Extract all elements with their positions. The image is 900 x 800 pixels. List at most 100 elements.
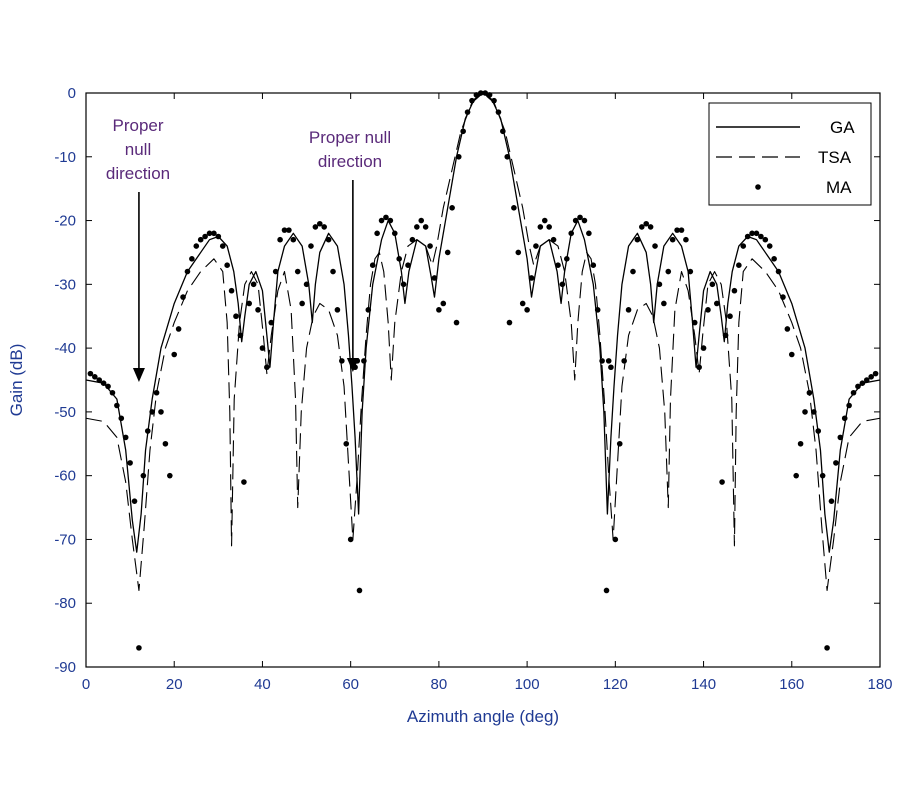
series-ma-point-22 — [184, 268, 191, 275]
series-ma-point-165 — [802, 409, 808, 415]
y-tick-label--50: -50 — [54, 404, 76, 421]
series-ma-point-20 — [175, 326, 182, 332]
series-ma-point-11 — [136, 645, 142, 651]
series-ma-point-124 — [621, 358, 627, 364]
series-ma-point-31 — [224, 262, 230, 269]
series-ma-point-139 — [687, 268, 694, 275]
series-ma-point-169 — [819, 472, 826, 479]
series-ma-point-1 — [92, 374, 98, 380]
series-ma-point-129 — [643, 220, 650, 227]
series-ma-point-101 — [524, 307, 530, 313]
series-ma-point-143 — [705, 307, 711, 313]
series-ma-point-147 — [722, 332, 729, 339]
y-tick-label--90: -90 — [54, 659, 76, 676]
series-ma-point-148 — [727, 313, 733, 320]
annotation-0-line-0: Proper — [112, 116, 163, 135]
series-ma-point-4 — [105, 383, 111, 390]
series-ma-point-59 — [347, 536, 354, 543]
series-ma-point-153 — [749, 230, 755, 237]
series-ma-point-86 — [460, 128, 466, 135]
series-ma-point-18 — [167, 472, 173, 479]
series-ma-point-8 — [122, 434, 129, 441]
series-ma-point-144 — [709, 281, 716, 288]
series-ma-point-156 — [762, 236, 769, 243]
series-ma-point-111 — [568, 230, 575, 237]
series-ma-point-90 — [477, 90, 484, 96]
series-ma-point-178 — [859, 380, 866, 386]
series-ma-point-106 — [546, 224, 552, 230]
series-ma-point-137 — [678, 227, 685, 233]
series-ma-point-103 — [533, 243, 539, 249]
series-ma-point-176 — [850, 389, 857, 396]
x-tick-label-140: 140 — [691, 676, 716, 693]
series-ma-point-79 — [431, 275, 438, 281]
series-ma-point-85 — [455, 153, 462, 160]
series-ma-point-67 — [378, 217, 385, 224]
series-ma-point-118 — [599, 358, 605, 364]
series-ma-point-0 — [87, 370, 94, 377]
y-axis: 0 -10 -20 -30 -40 -50 -60 -70 -80 -90 — [54, 85, 880, 676]
annotation-1-line-1: direction — [318, 152, 382, 171]
series-ma-point-97 — [506, 319, 513, 326]
series-ma-point-46 — [290, 236, 297, 243]
legend-label-ga: GA — [830, 118, 855, 137]
series-ma-point-65 — [369, 262, 376, 269]
series-ma-point-45 — [286, 227, 292, 233]
series-ma-point-180 — [868, 374, 874, 380]
series-ma-point-151 — [740, 243, 747, 249]
series-ma-point-37 — [250, 281, 257, 288]
series-ma-point-110 — [564, 256, 570, 262]
series-ma-point-42 — [272, 268, 279, 275]
series-ma-point-15 — [153, 389, 160, 396]
legend-label-ma: MA — [826, 178, 852, 197]
series-ma-point-62 — [356, 587, 363, 594]
annotation-1-arrow-head — [346, 358, 359, 372]
series-ma-point-94 — [495, 109, 502, 115]
series-ma-point-40 — [264, 364, 270, 371]
series-ma-point-6 — [114, 402, 120, 409]
x-tick-label-100: 100 — [515, 676, 540, 693]
series-ma-point-24 — [193, 243, 200, 249]
annotation-0-arrow-head — [132, 368, 145, 382]
series-ma-point-7 — [118, 415, 125, 422]
series-ma-point-80 — [436, 307, 442, 313]
series-ma-point-76 — [418, 217, 425, 224]
series-ma-point-160 — [780, 294, 786, 300]
series-ma-point-29 — [215, 233, 222, 240]
series-ma-point-52 — [316, 220, 323, 227]
series-ma-point-58 — [343, 440, 350, 447]
x-tick-label-160: 160 — [779, 676, 804, 693]
series-ma-point-25 — [197, 236, 204, 243]
series-ma-point-43 — [277, 236, 283, 243]
series-ma-point-32 — [228, 287, 235, 294]
series-ma-point-159 — [775, 268, 782, 275]
series-ma-point-39 — [259, 345, 266, 351]
series-ma-point-145 — [713, 300, 720, 307]
x-axis: 0 20 40 60 80 100 120 140 160 180 — [82, 93, 893, 693]
series-ma-point-27 — [206, 230, 213, 237]
series-ma-point-36 — [246, 300, 253, 307]
legend-label-tsa: TSA — [818, 148, 852, 167]
series-ma-point-35 — [241, 479, 247, 485]
series-ma-point-135 — [669, 236, 676, 243]
x-tick-label-60: 60 — [342, 676, 359, 693]
series-ma-point-81 — [440, 300, 447, 307]
legend-box — [708, 102, 872, 206]
series-ma-point-142 — [700, 345, 707, 351]
series-ma-point-173 — [837, 434, 844, 441]
series-ma-point-104 — [537, 224, 544, 230]
series-ma-point-21 — [180, 294, 186, 300]
series-ma-point-48 — [299, 300, 305, 307]
series-ma-point-136 — [674, 227, 680, 233]
series-ma-point-150 — [736, 262, 742, 269]
series-ma-point-70 — [391, 230, 398, 237]
series-ma-point-141 — [696, 364, 702, 371]
series-ma-point-84 — [453, 319, 460, 326]
series-ma-point-175 — [846, 402, 852, 409]
series-ma-point-130 — [647, 224, 654, 230]
series-ma-point-102 — [528, 275, 535, 281]
series-ma-point-68 — [383, 214, 389, 221]
series-ma-point-13 — [144, 428, 151, 434]
series-ma-point-155 — [758, 233, 764, 240]
